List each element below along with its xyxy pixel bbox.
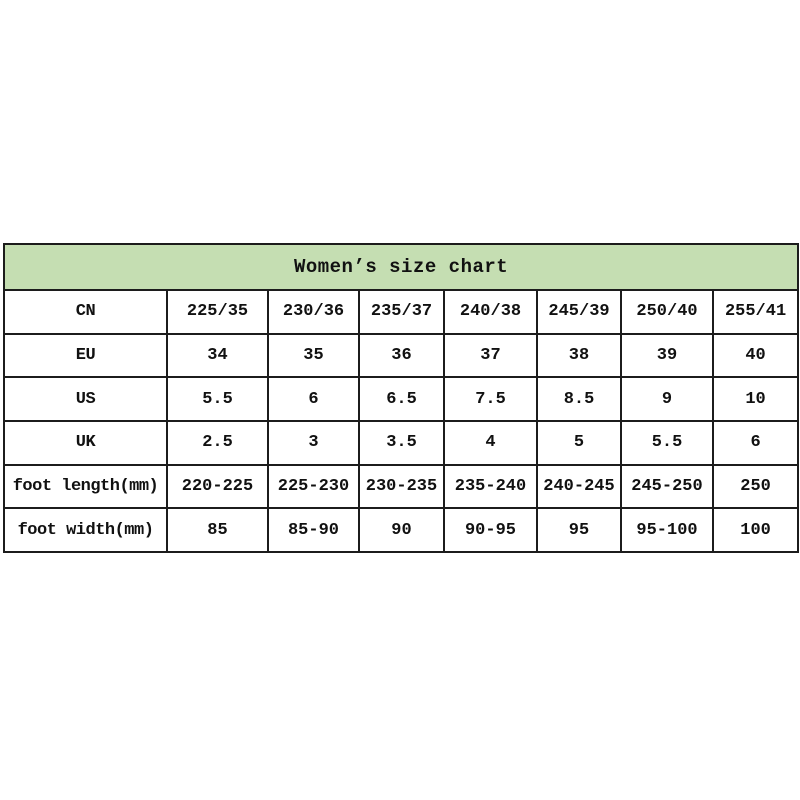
table-cell: 8.5 xyxy=(536,376,622,422)
table-cell: 38 xyxy=(536,332,622,379)
table-cell: 39 xyxy=(620,332,714,379)
table-cell: 235-240 xyxy=(443,463,538,510)
table-cell: 240/38 xyxy=(443,289,538,335)
table-cell: 90-95 xyxy=(443,507,538,553)
table-cell: 9 xyxy=(620,376,714,422)
table-cell: 220-225 xyxy=(166,463,269,510)
table-cell: 34 xyxy=(166,332,269,379)
table-cell: 5 xyxy=(536,419,622,466)
row-header-eu: EU xyxy=(3,332,168,379)
table-cell: 230/36 xyxy=(267,289,360,335)
table-cell: 6 xyxy=(711,419,800,466)
table-cell: 95-100 xyxy=(620,507,714,553)
table-cell: 225/35 xyxy=(166,289,269,335)
row-header-foot-width: foot width(mm) xyxy=(3,507,168,553)
table-cell: 230-235 xyxy=(358,463,445,510)
table-cell: 6 xyxy=(267,376,360,422)
table-cell: 5.5 xyxy=(166,376,269,422)
table-cell: 4 xyxy=(443,419,538,466)
row-header-cn: CN xyxy=(3,289,168,335)
table-cell: 3.5 xyxy=(358,419,445,466)
row-header-uk: UK xyxy=(3,419,168,466)
table-cell: 245-250 xyxy=(620,463,714,510)
table-row-uk: UK 2.5 3 3.5 4 5 5.5 6 xyxy=(3,419,800,466)
size-chart-table: Women’s size chart CN 225/35 230/36 235/… xyxy=(2,243,800,553)
table-row-eu: EU 34 35 36 37 38 39 40 xyxy=(3,332,800,379)
table-cell: 235/37 xyxy=(358,289,445,335)
table-cell: 3 xyxy=(267,419,360,466)
table-title: Women’s size chart xyxy=(2,243,800,291)
table-cell: 37 xyxy=(443,332,538,379)
table-row-cn: CN 225/35 230/36 235/37 240/38 245/39 25… xyxy=(3,289,800,335)
table-cell: 90 xyxy=(358,507,445,553)
table-cell: 36 xyxy=(358,332,445,379)
table-cell: 2.5 xyxy=(166,419,269,466)
table-cell: 85 xyxy=(166,507,269,553)
table-row-foot-width: foot width(mm) 85 85-90 90 90-95 95 95-1… xyxy=(3,507,800,553)
title-row: Women’s size chart xyxy=(2,243,800,291)
table-cell: 95 xyxy=(536,507,622,553)
table-cell: 40 xyxy=(711,332,800,379)
table-cell: 245/39 xyxy=(536,289,622,335)
table-cell: 10 xyxy=(711,376,800,422)
table-cell: 250 xyxy=(711,463,800,510)
table-cell: 240-245 xyxy=(536,463,622,510)
table-cell: 225-230 xyxy=(267,463,360,510)
table-row-foot-length: foot length(mm) 220-225 225-230 230-235 … xyxy=(3,463,800,510)
table-cell: 255/41 xyxy=(711,289,800,335)
table-cell: 250/40 xyxy=(620,289,714,335)
table-cell: 6.5 xyxy=(358,376,445,422)
table-cell: 7.5 xyxy=(443,376,538,422)
table-row-us: US 5.5 6 6.5 7.5 8.5 9 10 xyxy=(3,376,800,422)
table-cell: 5.5 xyxy=(620,419,714,466)
row-header-foot-length: foot length(mm) xyxy=(3,463,168,510)
table-cell: 100 xyxy=(711,507,800,553)
table-cell: 85-90 xyxy=(267,507,360,553)
row-header-us: US xyxy=(3,376,168,422)
table-cell: 35 xyxy=(267,332,360,379)
